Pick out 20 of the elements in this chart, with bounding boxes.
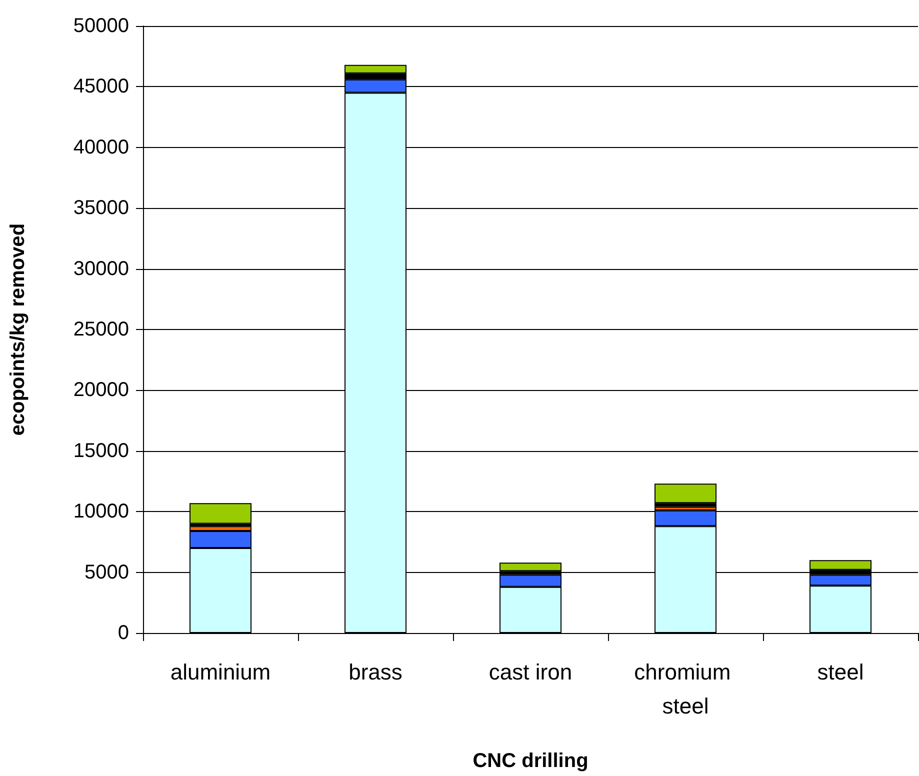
y-tick-label: 50000: [73, 15, 129, 37]
x-tick-label: steel: [817, 660, 864, 684]
x-tick-label: brass: [348, 660, 402, 684]
bar: [654, 484, 716, 504]
y-tick-label: 5000: [84, 561, 129, 584]
y-axis-title: ecopoints/kg removed: [7, 223, 29, 436]
y-tick-label: 0: [118, 622, 129, 644]
y-tick-label: 15000: [73, 440, 129, 462]
x-tick-label: cast iron: [488, 660, 572, 684]
y-tick-label: 30000: [73, 258, 129, 280]
y-tick-label: 10000: [73, 500, 129, 523]
x-tick-label: aluminium: [170, 660, 271, 684]
x-axis-title: CNC drilling: [472, 750, 588, 772]
y-tick-label: 40000: [73, 136, 129, 158]
y-tick-label: 35000: [73, 197, 129, 220]
y-tick-label: 20000: [73, 379, 129, 402]
y-tick-label: 25000: [73, 318, 129, 340]
y-tick-label: 45000: [73, 76, 129, 98]
bar: [500, 562, 562, 572]
x-tick-label: chromium steel: [634, 660, 737, 718]
